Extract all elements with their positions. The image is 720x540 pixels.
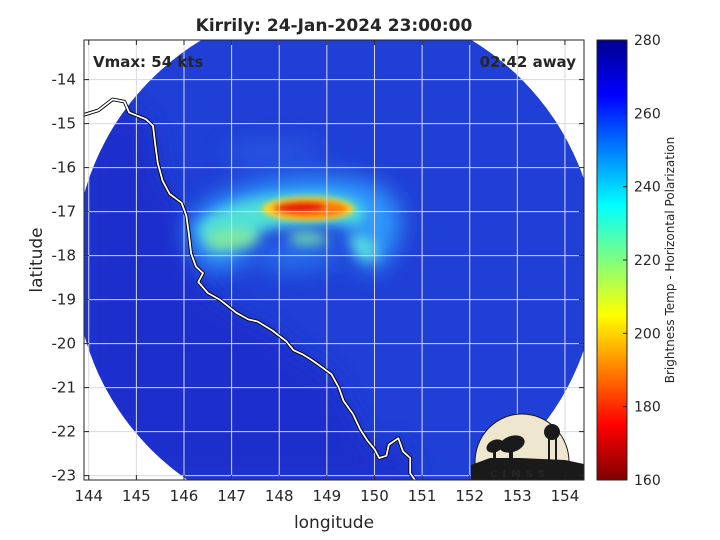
y-tick-label: -22 bbox=[52, 423, 77, 441]
y-tick-label: -21 bbox=[52, 379, 77, 397]
coastline bbox=[84, 98, 416, 480]
y-axis: -14 -15 -16 -17 -18 -19 -20 -21 -22 -23 bbox=[52, 71, 584, 485]
y-tick-label: -16 bbox=[52, 159, 77, 177]
y-tick-label: -14 bbox=[52, 71, 77, 89]
colorbar-tick-label: 180 bbox=[634, 400, 661, 416]
y-tick-label: -19 bbox=[52, 291, 77, 309]
x-tick-label: 148 bbox=[265, 487, 294, 505]
x-tick-label: 152 bbox=[455, 487, 484, 505]
colorbar-tick-label: 260 bbox=[634, 106, 661, 122]
colorbar bbox=[597, 40, 627, 480]
x-tick-label: 153 bbox=[503, 487, 532, 505]
heatmap bbox=[84, 40, 584, 480]
cimss-logo: CIMSS bbox=[471, 413, 584, 480]
y-axis-label: latitude bbox=[27, 227, 47, 292]
y-tick-label: -20 bbox=[52, 335, 77, 353]
colorbar-tick-label: 280 bbox=[634, 33, 661, 49]
y-tick-label: -23 bbox=[52, 467, 77, 485]
x-tick-label: 144 bbox=[74, 487, 103, 505]
axes-frame bbox=[83, 39, 585, 481]
x-axis-label: longitude bbox=[294, 513, 374, 533]
x-tick-label: 154 bbox=[551, 487, 580, 505]
time-away-annotation: 02:42 away bbox=[480, 53, 577, 71]
colorbar-tick-label: 160 bbox=[634, 473, 661, 489]
colorbar-tick-label: 200 bbox=[634, 326, 661, 342]
chart-title: Kirrily: 24-Jan-2024 23:00:00 bbox=[196, 16, 473, 36]
vmax-annotation: Vmax: 54 kts bbox=[93, 53, 203, 71]
y-tick-label: -18 bbox=[52, 247, 77, 265]
x-tick-label: 145 bbox=[122, 487, 151, 505]
logo-text: CIMSS bbox=[490, 469, 550, 480]
x-tick-label: 150 bbox=[360, 487, 389, 505]
y-tick-label: -17 bbox=[52, 203, 77, 221]
y-tick-label: -15 bbox=[52, 115, 77, 133]
x-axis: 144 145 146 147 148 149 150 151 152 153 154 bbox=[74, 40, 579, 505]
colorbar-label: Brightness Temp - Horizontal Polarizatio… bbox=[663, 137, 677, 384]
colorbar-tick-label: 240 bbox=[634, 180, 661, 196]
x-tick-label: 151 bbox=[408, 487, 437, 505]
x-tick-label: 146 bbox=[170, 487, 199, 505]
colorbar-ticks: 280 260 240 220 200 180 160 bbox=[623, 33, 661, 489]
heatmap-land-overlay bbox=[84, 40, 415, 480]
heatmap-core bbox=[262, 197, 354, 221]
colorbar-tick-label: 220 bbox=[634, 253, 661, 269]
x-tick-label: 147 bbox=[217, 487, 246, 505]
grid bbox=[84, 40, 584, 480]
x-tick-label: 149 bbox=[313, 487, 342, 505]
